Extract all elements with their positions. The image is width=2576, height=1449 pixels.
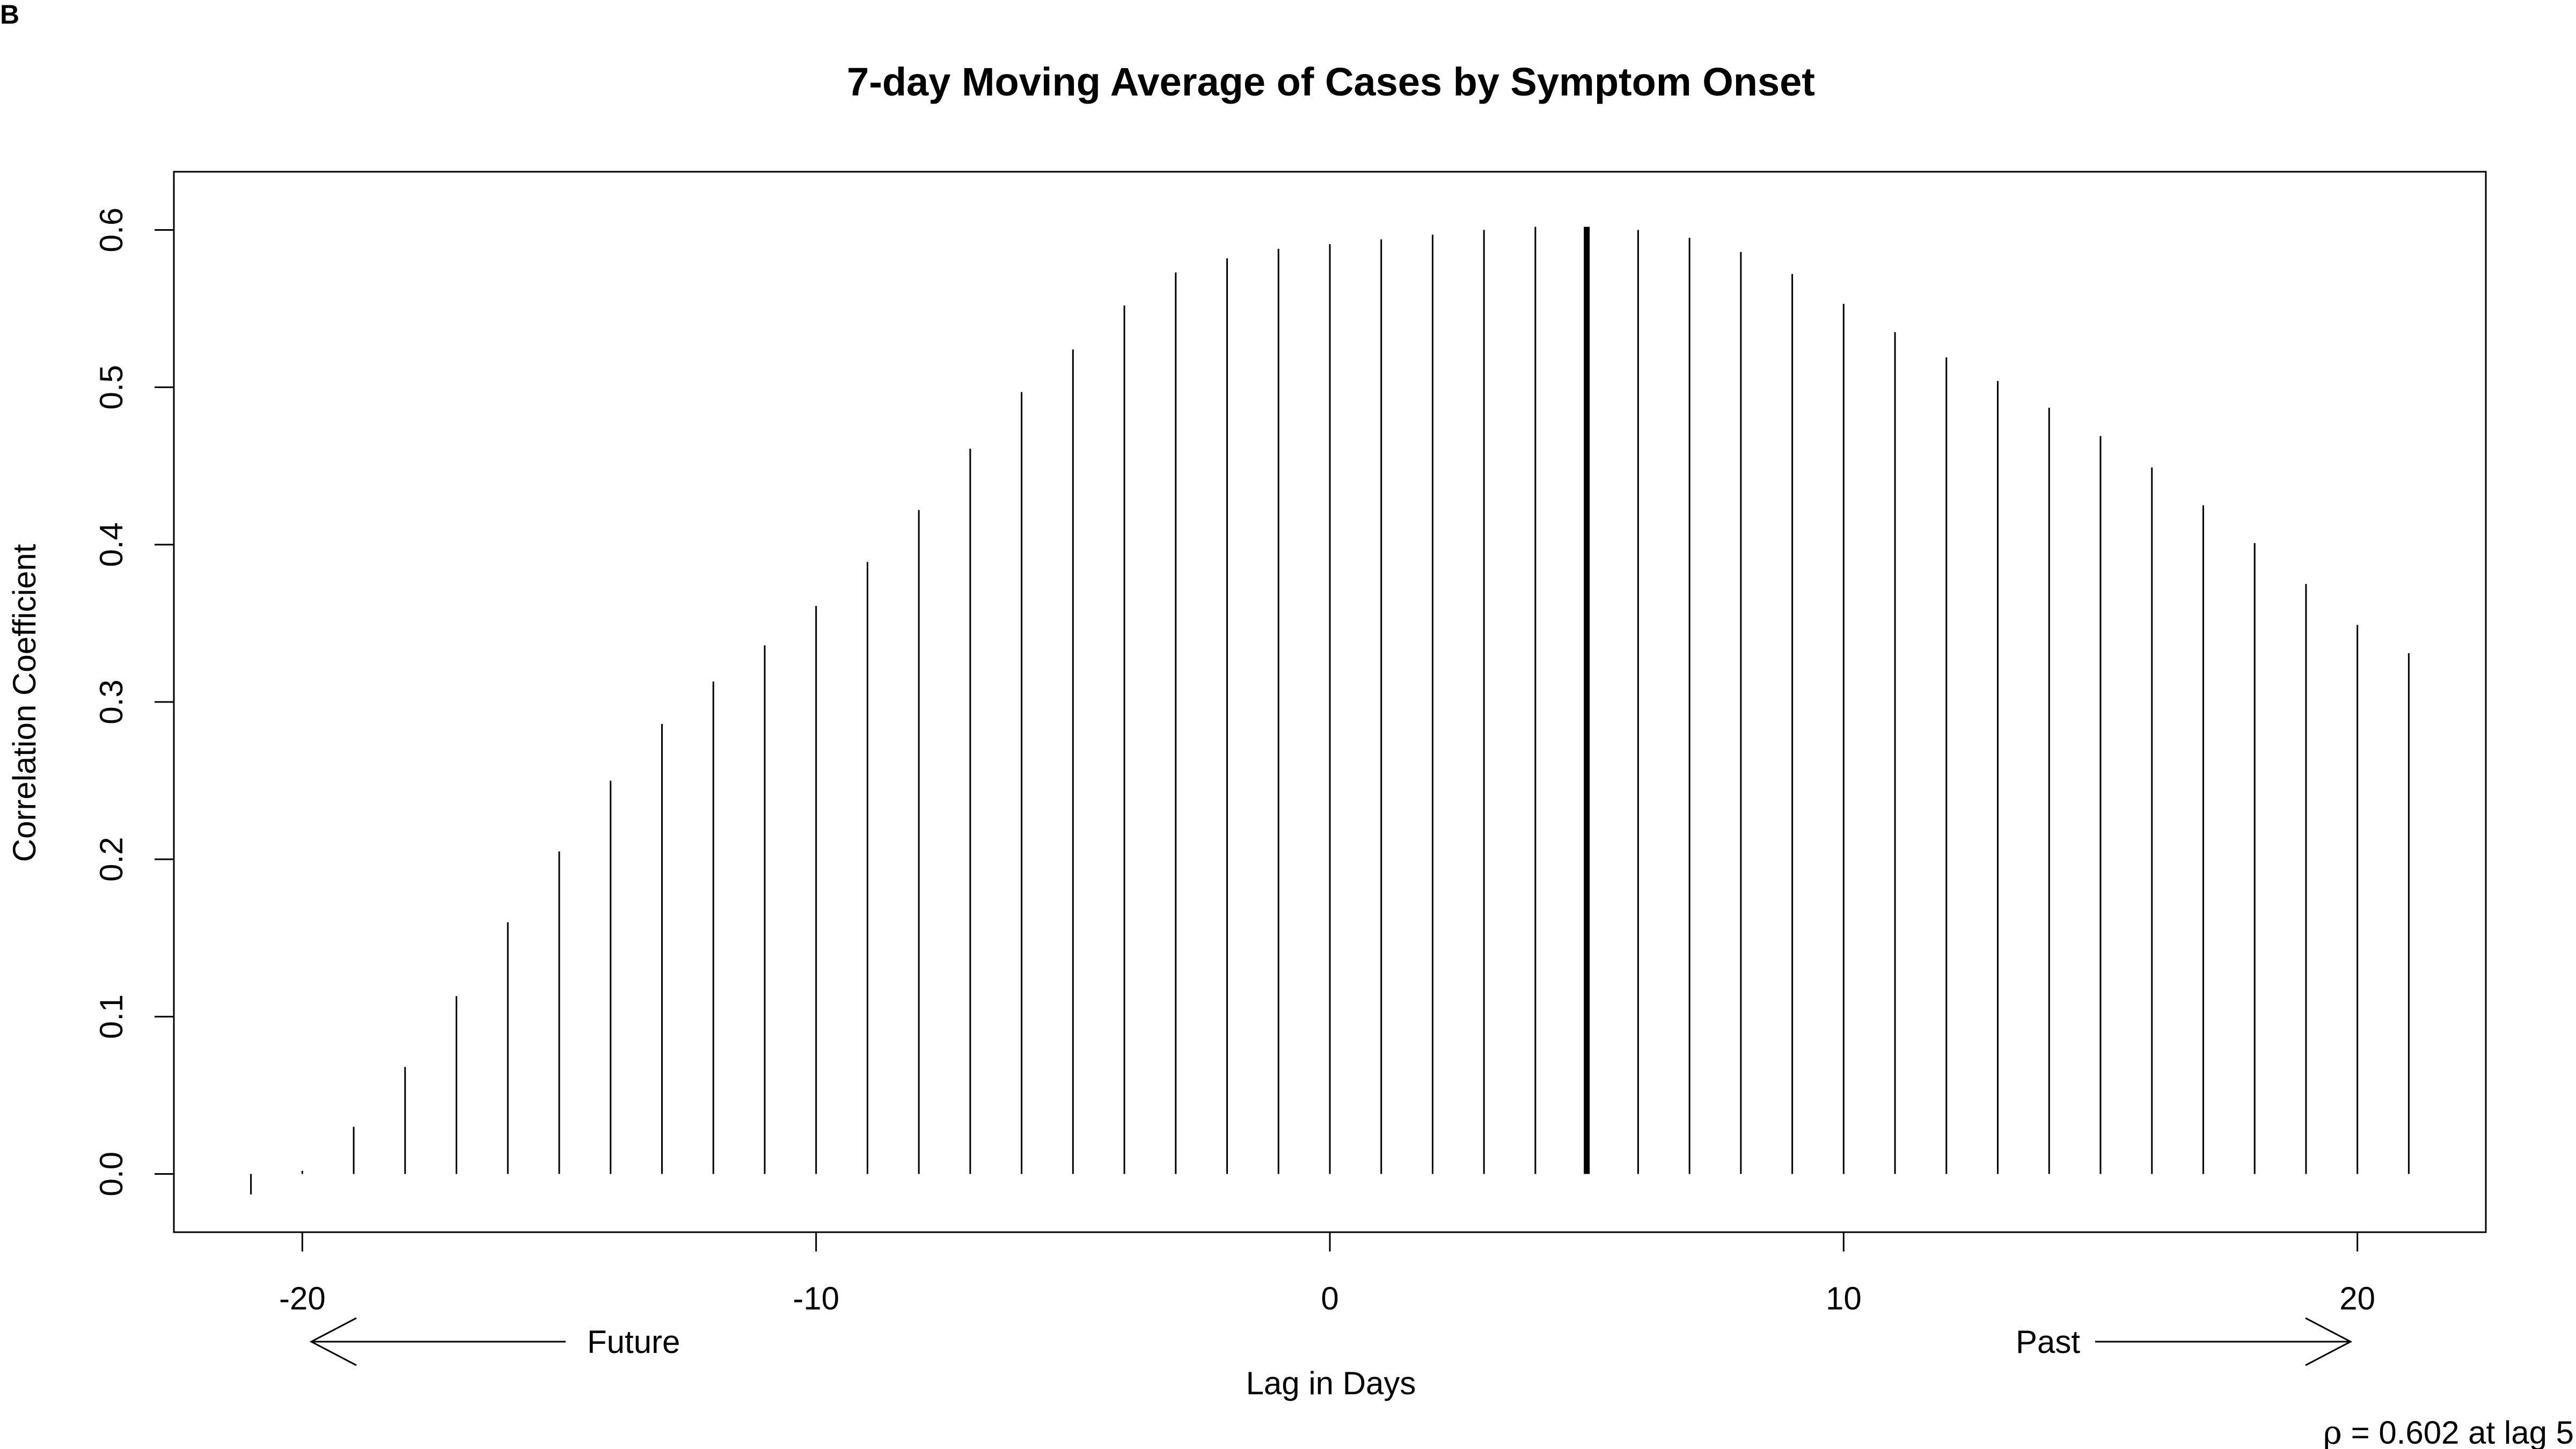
x-tick-label: -10 [793,1280,839,1316]
y-tick-label: 0.3 [93,679,129,724]
x-tick-label: 0 [1321,1280,1338,1316]
future-arrow [309,1317,566,1366]
x-tick-label: 10 [1826,1280,1862,1316]
y-tick-label: 0.0 [93,1152,129,1196]
x-tick-label: 20 [2339,1280,2375,1316]
panel-label: B [0,0,19,30]
rho-value-text: = 0.602 at lag 5 [2342,1415,2574,1449]
y-tick-label: 0.5 [93,365,129,409]
chart-title: 7-day Moving Average of Cases by Symptom… [847,60,1815,104]
x-axis: -20 -10 0 10 20 [279,1231,2375,1316]
past-arrow [2095,1317,2353,1366]
x-axis-label: Lag in Days [1246,1365,1416,1401]
y-tick-label: 0.6 [93,208,129,252]
past-label: Past [2016,1324,2080,1360]
y-tick-label: 0.1 [93,994,129,1039]
future-label: Future [587,1324,680,1360]
y-axis: 0.0 0.1 0.2 0.3 0.4 0.5 0.6 [93,208,175,1196]
rho-annotation: ρ = 0.602 at lag 5 [2323,1414,2574,1449]
correlation-bars [250,226,2410,1195]
x-tick-label: -20 [279,1280,326,1316]
y-axis-label: Correlation Coefficient [6,544,42,862]
y-tick-label: 0.4 [93,522,129,567]
y-tick-label: 0.2 [93,837,129,881]
rho-symbol: ρ [2323,1414,2342,1449]
